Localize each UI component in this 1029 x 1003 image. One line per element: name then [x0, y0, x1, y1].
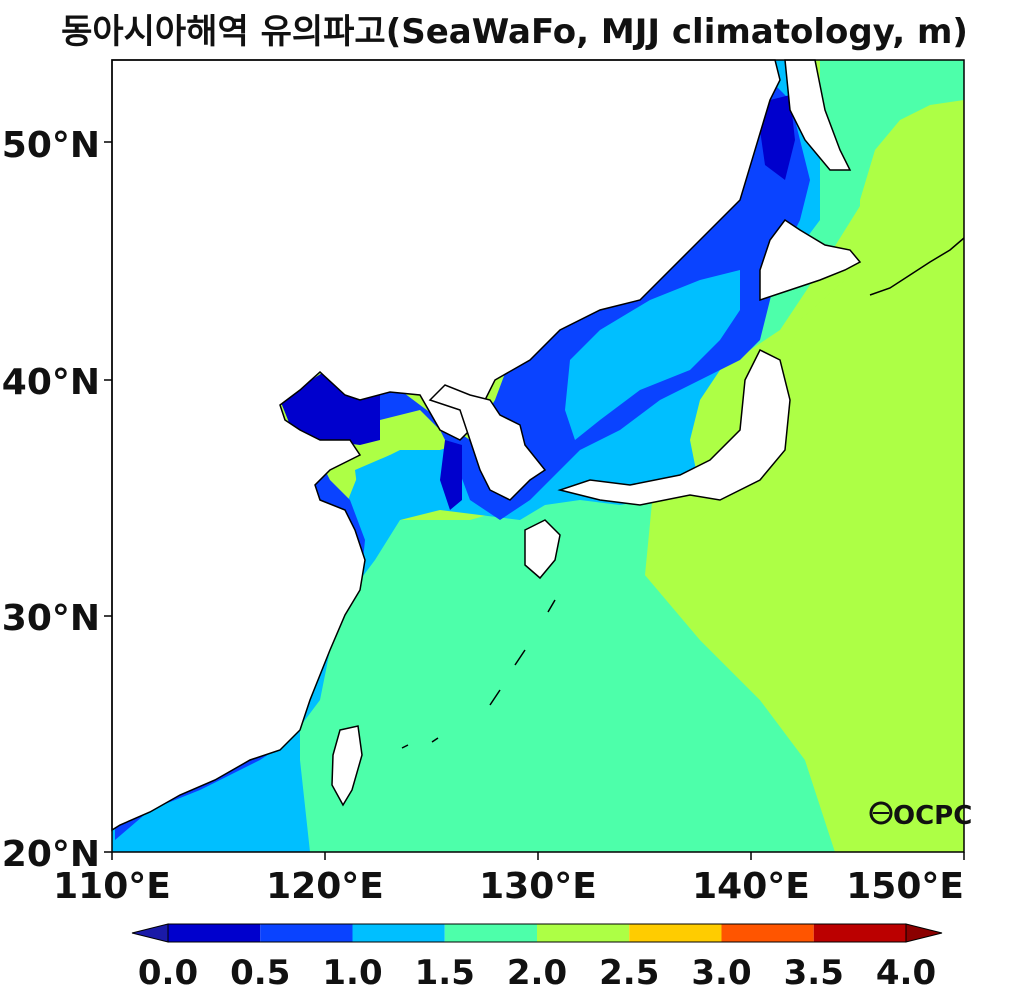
x-tick-label: 120°E	[266, 866, 384, 907]
colorbar-tick-label: 1.5	[415, 953, 475, 993]
ocean-band-0-0-0-5	[280, 368, 380, 445]
x-axis: 110°E 120°E 130°E 140°E 150°E	[53, 852, 965, 907]
logo-text: OCPC	[893, 801, 972, 831]
x-tick-label: 150°E	[846, 866, 964, 907]
colorbar-segment	[168, 924, 261, 942]
ocean-band-1-0-1-5-eastsea	[565, 270, 740, 440]
colorbar-segment	[721, 924, 814, 942]
ocean-band-0-0-0-5-coast	[440, 440, 462, 510]
ocean-band-0-5-1-0	[115, 80, 810, 840]
colorbar-segment	[537, 924, 630, 942]
x-tick-label: 130°E	[479, 866, 597, 907]
y-tick-label: 40°N	[2, 362, 100, 403]
map-title: 동아시아해역 유의파고(SeaWaFo, MJJ climatology, m)	[61, 12, 968, 52]
x-tick-label: 110°E	[53, 866, 171, 907]
land-korea	[428, 384, 547, 501]
colorbar-segment	[444, 924, 537, 942]
y-tick-label: 50°N	[2, 125, 100, 166]
y-axis: 50°N 40°N 30°N 20°N	[2, 125, 112, 875]
colorbar-tick-label: 3.0	[691, 953, 751, 993]
y-tick-label: 30°N	[2, 598, 100, 639]
land-japan-honshu	[557, 348, 791, 506]
ocean-band-1-0-1-5-yellowsea	[355, 455, 445, 540]
colorbar-over-arrow	[905, 923, 943, 943]
colorbar-segment	[629, 924, 722, 942]
colorbar-under-arrow	[131, 923, 169, 943]
colorbar-tick-label: 2.0	[507, 953, 567, 993]
land-ryukyu-islands	[401, 599, 556, 749]
colorbar-tick-label: 2.5	[599, 953, 659, 993]
land-sakhalin	[784, 59, 852, 171]
colorbar-tick-label: 4.0	[876, 953, 936, 993]
colorbar-tick-labels: 0.0 0.5 1.0 1.5 2.0 2.5 3.0 3.5 4.0	[138, 953, 936, 993]
colorbar-segment	[260, 924, 353, 942]
land-kuril-islands	[869, 237, 965, 296]
colorbar-segment	[352, 924, 445, 942]
land-japan-kyushu	[524, 519, 561, 580]
y-tick-label: 20°N	[2, 834, 100, 875]
colorbar-frame	[167, 923, 907, 943]
colorbar-segment	[813, 924, 906, 942]
ocpc-logo: OCPC	[869, 801, 972, 831]
x-tick-label: 140°E	[692, 866, 810, 907]
colorbar	[131, 923, 943, 943]
land-taiwan	[331, 725, 363, 807]
colorbar-tick-label: 0.0	[138, 953, 198, 993]
colorbar-tick-label: 1.0	[322, 953, 382, 993]
colorbar-tick-label: 3.5	[784, 953, 844, 993]
ocean-band-0-0-0-5-north	[760, 95, 795, 180]
ocean-band-2-0-2-5-east	[645, 100, 964, 852]
colorbar-tick-label: 0.5	[230, 953, 290, 993]
land-asia-mainland	[111, 59, 781, 832]
land-japan-hokkaido	[759, 218, 862, 302]
